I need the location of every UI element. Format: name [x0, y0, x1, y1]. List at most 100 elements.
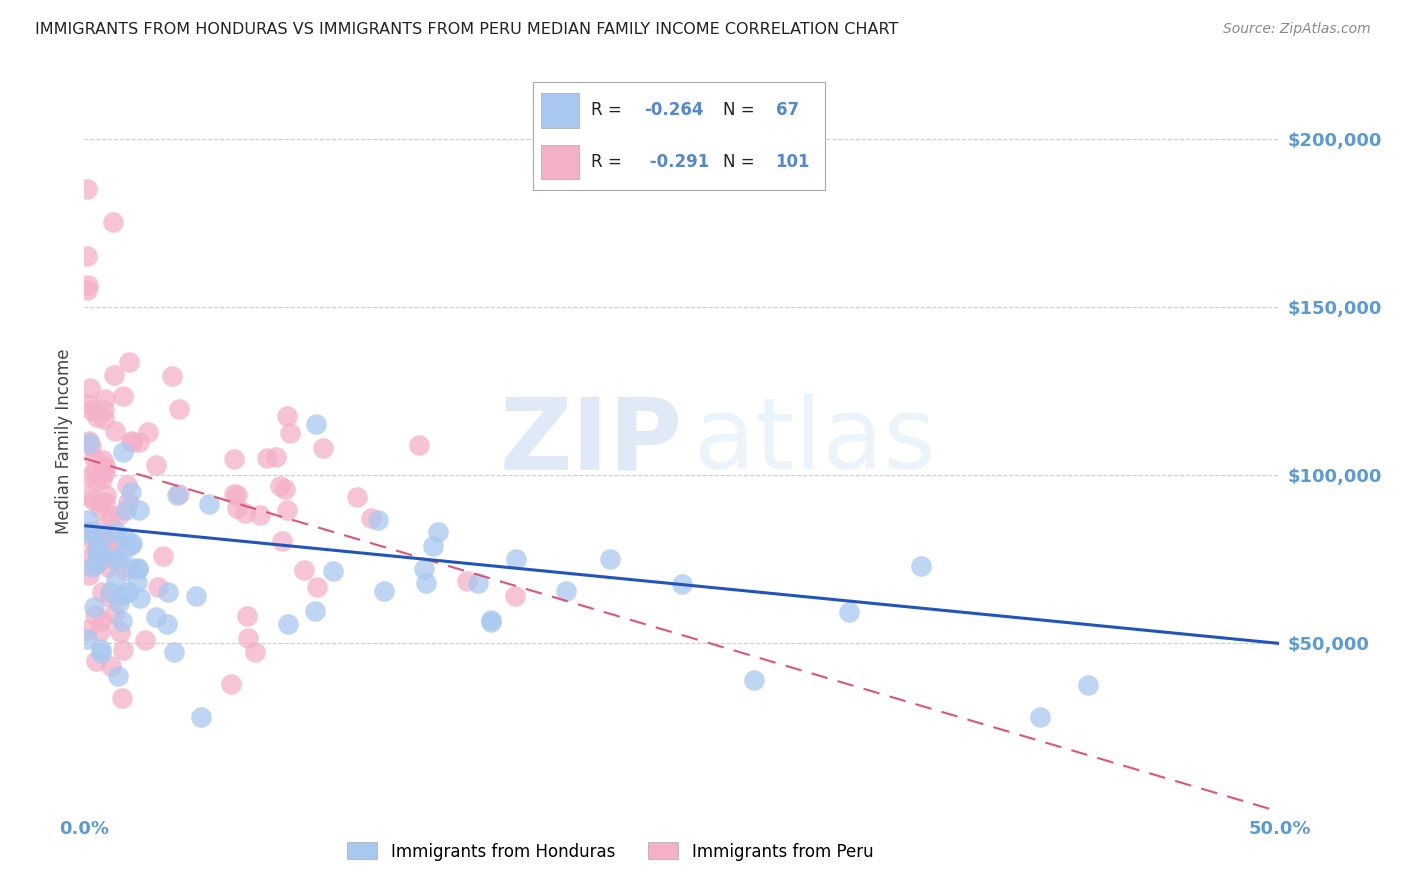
Point [274, 483, 297, 497]
Point [82, 528, 104, 542]
Point [467, 576, 489, 591]
Point [277, 616, 299, 631]
Point [115, 478, 138, 492]
Point [98, 584, 121, 599]
Point [114, 502, 136, 516]
Point [117, 494, 139, 508]
Point [167, 402, 190, 417]
Point [90, 496, 112, 510]
Point [80, 403, 103, 417]
Point [77, 568, 100, 582]
Point [117, 585, 139, 599]
Point [103, 215, 125, 229]
Point [128, 435, 150, 450]
Point [269, 479, 291, 493]
Point [84, 655, 107, 669]
Point [94, 487, 117, 501]
Point [103, 552, 125, 566]
Point [76, 250, 98, 264]
Point [89, 624, 111, 638]
Point [91, 545, 114, 559]
Point [94, 549, 117, 564]
Point [105, 525, 128, 540]
Point [256, 451, 278, 466]
Point [121, 434, 143, 449]
Point [307, 580, 329, 594]
Point [107, 669, 129, 683]
Point [292, 563, 315, 577]
Point [190, 710, 212, 724]
Point [83, 600, 105, 615]
Point [87, 555, 110, 569]
Point [100, 659, 122, 673]
Point [104, 572, 127, 586]
Point [84, 463, 107, 477]
Point [114, 530, 136, 544]
Point [111, 614, 134, 628]
Point [77, 397, 100, 411]
Point [742, 673, 765, 688]
Point [184, 589, 207, 603]
Point [456, 574, 478, 588]
Point [107, 596, 129, 610]
Point [111, 691, 134, 706]
Point [125, 575, 148, 590]
Point [160, 368, 183, 383]
Point [114, 541, 136, 556]
Point [79, 488, 101, 502]
Point [233, 506, 256, 520]
Point [276, 409, 298, 424]
Point [264, 450, 287, 465]
Point [103, 424, 125, 438]
Point [80, 524, 103, 539]
Point [93, 403, 115, 417]
Point [146, 580, 169, 594]
Point [98, 538, 121, 552]
Point [136, 425, 159, 440]
Point [198, 497, 221, 511]
Point [93, 465, 115, 479]
Point [276, 503, 298, 517]
Point [94, 392, 117, 407]
Point [100, 508, 122, 523]
Point [1029, 710, 1052, 724]
Point [77, 278, 100, 293]
Point [249, 508, 271, 522]
Point [145, 458, 167, 473]
Point [90, 641, 112, 656]
Point [166, 488, 188, 502]
Point [222, 451, 245, 466]
Point [225, 488, 247, 502]
Point [111, 588, 134, 602]
Point [121, 561, 143, 575]
Point [93, 458, 115, 473]
Point [671, 577, 693, 591]
Point [107, 551, 129, 566]
Point [360, 511, 382, 525]
Point [82, 560, 104, 574]
Point [412, 561, 434, 575]
Point [112, 643, 135, 657]
Point [91, 614, 114, 628]
Point [97, 560, 120, 574]
Point [304, 604, 326, 618]
Legend: Immigrants from Honduras, Immigrants from Peru: Immigrants from Honduras, Immigrants fro… [340, 836, 880, 867]
Point [426, 524, 449, 539]
Point [77, 551, 100, 566]
Point [152, 549, 174, 563]
Point [167, 487, 190, 501]
Point [91, 519, 114, 533]
Y-axis label: Median Family Income: Median Family Income [55, 349, 73, 534]
Point [80, 439, 103, 453]
Point [236, 632, 259, 646]
Text: IMMIGRANTS FROM HONDURAS VS IMMIGRANTS FROM PERU MEDIAN FAMILY INCOME CORRELATIO: IMMIGRANTS FROM HONDURAS VS IMMIGRANTS F… [35, 22, 898, 37]
Point [134, 632, 156, 647]
Point [121, 536, 143, 550]
Text: ZIP: ZIP [499, 393, 682, 490]
Point [157, 584, 180, 599]
Point [84, 557, 107, 571]
Point [127, 561, 149, 575]
Point [86, 409, 108, 424]
Point [103, 607, 125, 622]
Point [93, 462, 115, 476]
